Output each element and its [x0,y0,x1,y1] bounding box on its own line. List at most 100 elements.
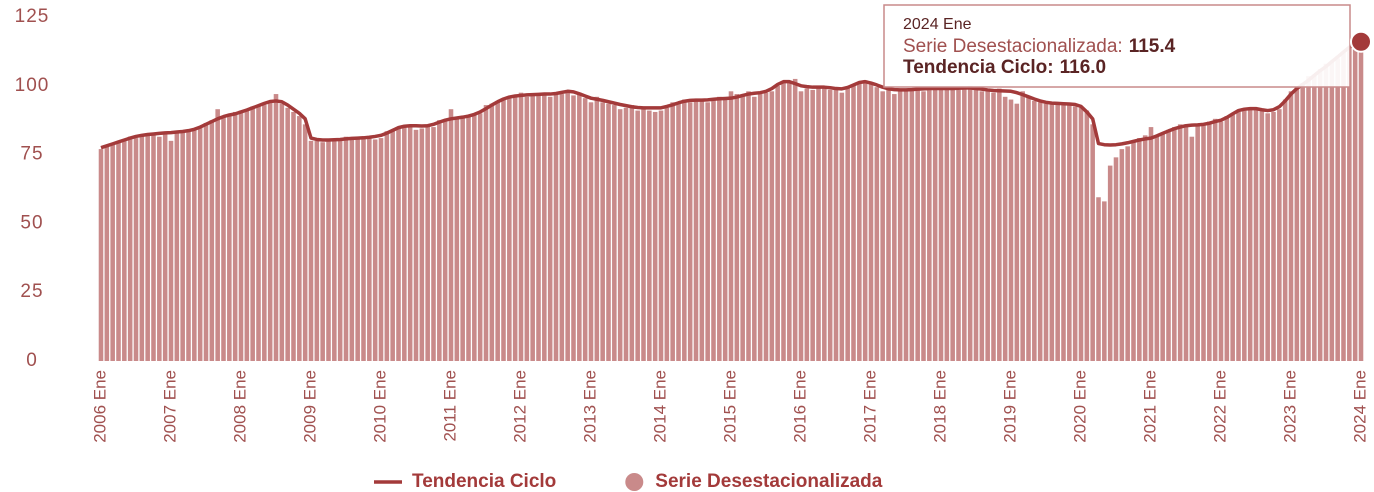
bar [588,102,594,361]
bar [512,95,518,361]
bar [559,94,565,361]
bar [232,111,238,361]
bar [98,149,104,361]
bar [1242,110,1247,362]
bar [1277,109,1282,361]
x-tick-label: 2009 Ene [300,370,319,443]
bar [1131,140,1136,361]
bar [728,91,734,361]
bar [180,132,185,361]
bar [687,102,693,361]
bar [647,110,652,362]
bar [740,95,745,361]
bar [577,92,582,362]
bar [203,122,209,362]
bar [1072,106,1078,361]
bar [291,111,296,361]
bar [139,134,145,361]
bar [279,103,285,362]
bar [833,88,839,361]
bar [1259,110,1265,362]
bar [915,88,920,361]
y-tick-label: 125 [15,6,50,27]
legend-swatch [625,473,644,491]
bar [267,102,273,361]
bar [151,134,156,361]
bar [763,92,769,362]
bar [542,92,547,362]
bar [816,85,821,362]
tooltip-value: 115.4 [1129,36,1176,57]
bar [530,95,535,361]
bar [536,95,541,361]
bar [909,89,915,361]
bar [1102,201,1107,361]
bar [308,140,314,361]
x-tick-label: 2023 Ene [1280,370,1299,443]
tooltip-item: Serie Desestacionalizada: 115.4 [903,36,1176,57]
bar [174,131,180,361]
bar [133,138,139,361]
bar [664,107,670,361]
tooltip-item: Tendencia Ciclo: 116.0 [903,57,1106,78]
bar [997,88,1002,361]
bar [1020,91,1025,361]
bar [1084,110,1090,362]
bar [489,103,495,362]
bar [1236,111,1241,361]
bar [827,89,833,361]
bar [845,87,850,362]
bar [944,87,950,362]
bar [991,92,996,362]
bar [320,142,325,361]
bar [431,127,436,361]
x-tick-label: 2024 Ene [1350,370,1369,443]
bar [168,140,174,361]
x-tick-label: 2016 Ene [790,370,809,443]
bar [1119,149,1125,361]
bar [227,116,232,362]
x-tick-label: 2015 Ene [720,370,739,443]
bar [1160,132,1165,361]
x-tick-label: 2017 Ene [860,370,879,443]
bar [157,136,162,361]
x-tick-label: 2018 Ene [930,370,949,443]
x-tick-label: 2011 Ene [440,370,459,442]
bar [1142,135,1148,361]
bar [582,98,588,362]
bar [1148,127,1154,361]
bar [302,124,308,361]
bar [635,110,640,362]
bar [285,107,290,361]
bar [483,105,489,362]
bar [425,124,430,361]
tooltip-title: 2024 Ene [903,16,972,33]
bar [297,116,302,362]
bar [1002,96,1008,362]
bar [886,88,891,361]
bar [874,87,880,362]
bar [985,89,990,361]
bar [221,117,226,361]
bar [472,114,477,361]
bar [460,117,465,361]
bar [390,129,395,361]
bar [868,83,874,361]
bar [442,120,448,361]
bar [326,139,331,361]
bar [979,91,985,361]
bar [746,91,751,361]
bar [810,89,815,361]
bar [967,85,973,362]
bar [162,132,168,361]
bar [1247,107,1253,361]
legend-label: Tendencia Ciclo [412,471,556,492]
bar [623,107,629,361]
legend-label: Serie Desestacionalizada [655,471,882,492]
bar [197,126,203,361]
bar [1078,107,1084,361]
x-tick-label: 2019 Ene [1000,370,1019,443]
bar [932,89,938,361]
x-tick-label: 2021 Ene [1140,370,1159,443]
bar [1218,121,1224,362]
